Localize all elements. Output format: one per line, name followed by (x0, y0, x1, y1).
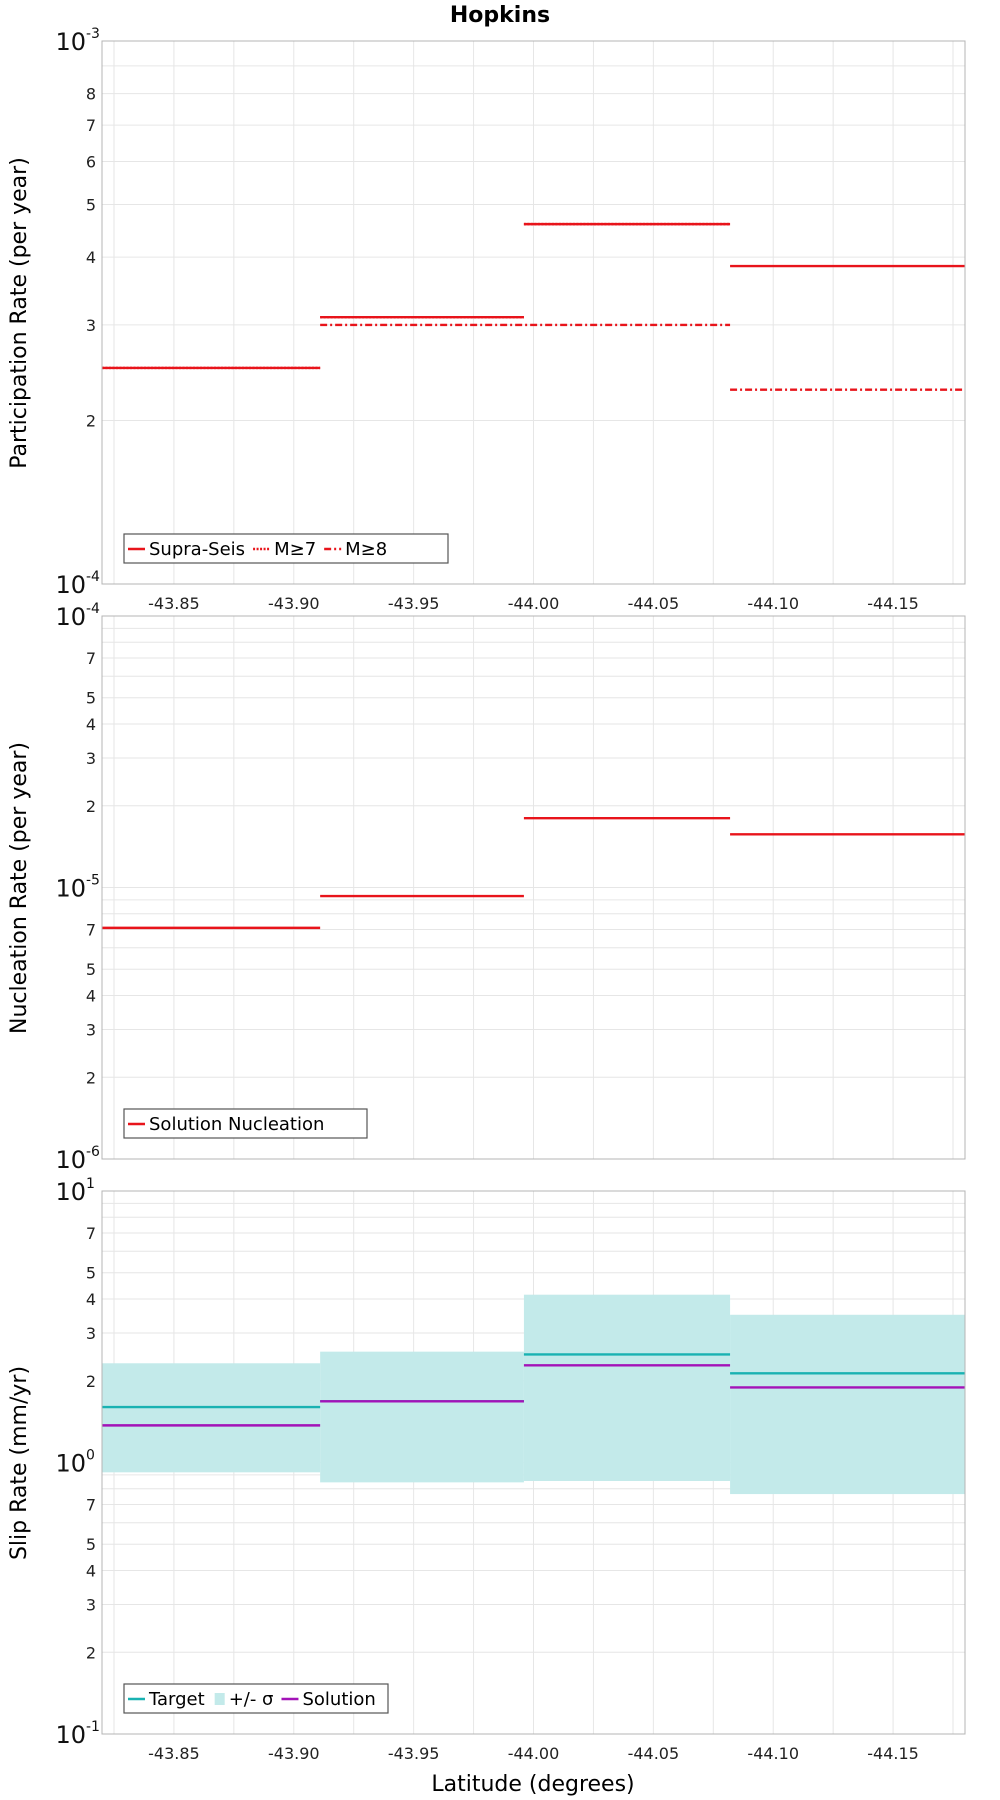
legend: Solution Nucleation (123, 1108, 368, 1139)
y-tick-label: 7 (86, 1496, 96, 1515)
x-axis-label: Latitude (degrees) (431, 1772, 634, 1797)
legend-label: +/- σ (229, 1689, 274, 1710)
y-tick-label: 3 (86, 1595, 96, 1614)
x-tick-label: -43.90 (268, 1744, 320, 1763)
legend-box (123, 1683, 389, 1714)
y-tick-label: 5 (86, 960, 96, 979)
slip-rate-y-axis-label: Slip Rate (mm/yr) (7, 1366, 32, 1560)
y-decade-label: 10 (55, 1146, 86, 1174)
y-tick-label: 2 (86, 1643, 96, 1662)
x-tick-label: -43.95 (388, 1744, 440, 1763)
legend-label: Supra-Seis (149, 539, 245, 560)
legend: Supra-Seis M≥7 M≥8 (123, 533, 449, 564)
figure-title: Hopkins (450, 3, 550, 28)
y-decade-label: 10 (55, 571, 86, 599)
y-decade-label: 10 (55, 603, 86, 631)
y-decade-label: 10 (55, 1450, 86, 1478)
y-decade-exponent: -6 (86, 1144, 100, 1160)
y-tick-label: 4 (86, 715, 96, 734)
y-tick-label: 2 (86, 797, 96, 816)
plot-frame (101, 615, 966, 1160)
y-tick-label: 5 (86, 1264, 96, 1283)
y-decade-label: 10 (55, 875, 86, 903)
x-tick-label: -44.10 (747, 594, 799, 613)
sigma-band (523, 1294, 731, 1481)
y-decade-exponent: 1 (86, 1176, 95, 1192)
y-tick-label: 4 (86, 1290, 96, 1309)
y-decade-exponent: -3 (86, 26, 100, 42)
y-decade-label: 10 (55, 28, 86, 56)
y-tick-label: 5 (86, 1535, 96, 1554)
plot-frame (101, 1190, 966, 1735)
y-tick-label: 3 (86, 1020, 96, 1039)
x-tick-label: -44.10 (747, 1744, 799, 1763)
legend-box (123, 1108, 368, 1139)
sigma-band (320, 1351, 524, 1483)
legend-label: Solution (302, 1689, 375, 1710)
y-decade-exponent: -5 (86, 873, 100, 889)
x-tick-label: -43.95 (388, 594, 440, 613)
y-decade-exponent: 0 (86, 1448, 95, 1464)
y-decade-exponent: -4 (86, 569, 100, 585)
y-tick-label: 7 (86, 649, 96, 668)
y-tick-label: 3 (86, 316, 96, 335)
legend: Target +/- σ Solution (123, 1683, 389, 1714)
legend-label: M≥7 (274, 539, 316, 560)
x-tick-label: -44.00 (508, 1744, 560, 1763)
y-tick-label: 6 (86, 152, 96, 171)
y-tick-label: 4 (86, 1562, 96, 1581)
x-tick-label: -44.15 (867, 1744, 919, 1763)
legend-swatch (214, 1693, 225, 1705)
participation-y-axis-label: Participation Rate (per year) (7, 157, 32, 469)
plot-frame (101, 40, 966, 585)
y-tick-label: 5 (86, 689, 96, 708)
x-tick-label: -44.00 (508, 594, 560, 613)
nucleation-y-axis-label: Nucleation Rate (per year) (7, 742, 32, 1034)
y-decade-label: 10 (55, 1721, 86, 1749)
legend-box (123, 533, 449, 564)
y-decade-exponent: -1 (86, 1719, 100, 1735)
x-tick-label: -43.85 (148, 594, 200, 613)
y-decade-label: 10 (55, 1178, 86, 1206)
y-tick-label: 3 (86, 1324, 96, 1343)
y-tick-label: 7 (86, 1224, 96, 1243)
y-tick-label: 2 (86, 1372, 96, 1391)
x-tick-label: -44.05 (628, 1744, 680, 1763)
legend-label: M≥8 (345, 539, 387, 560)
y-tick-label: 5 (86, 195, 96, 214)
sigma-band (730, 1314, 965, 1495)
y-tick-label: 2 (86, 1068, 96, 1087)
x-tick-label: -43.85 (148, 1744, 200, 1763)
y-tick-label: 4 (86, 248, 96, 267)
x-tick-label: -44.05 (628, 594, 680, 613)
y-decade-exponent: -4 (86, 601, 100, 617)
legend-label: Target (148, 1689, 205, 1710)
y-tick-label: 7 (86, 116, 96, 135)
legend-label: Solution Nucleation (149, 1114, 324, 1135)
y-tick-label: 7 (86, 921, 96, 940)
sigma-band (102, 1363, 321, 1473)
x-tick-label: -44.15 (867, 594, 919, 613)
x-tick-label: -43.90 (268, 594, 320, 613)
y-tick-label: 3 (86, 749, 96, 768)
y-tick-label: 8 (86, 85, 96, 104)
y-tick-label: 4 (86, 987, 96, 1006)
y-tick-label: 2 (86, 412, 96, 431)
